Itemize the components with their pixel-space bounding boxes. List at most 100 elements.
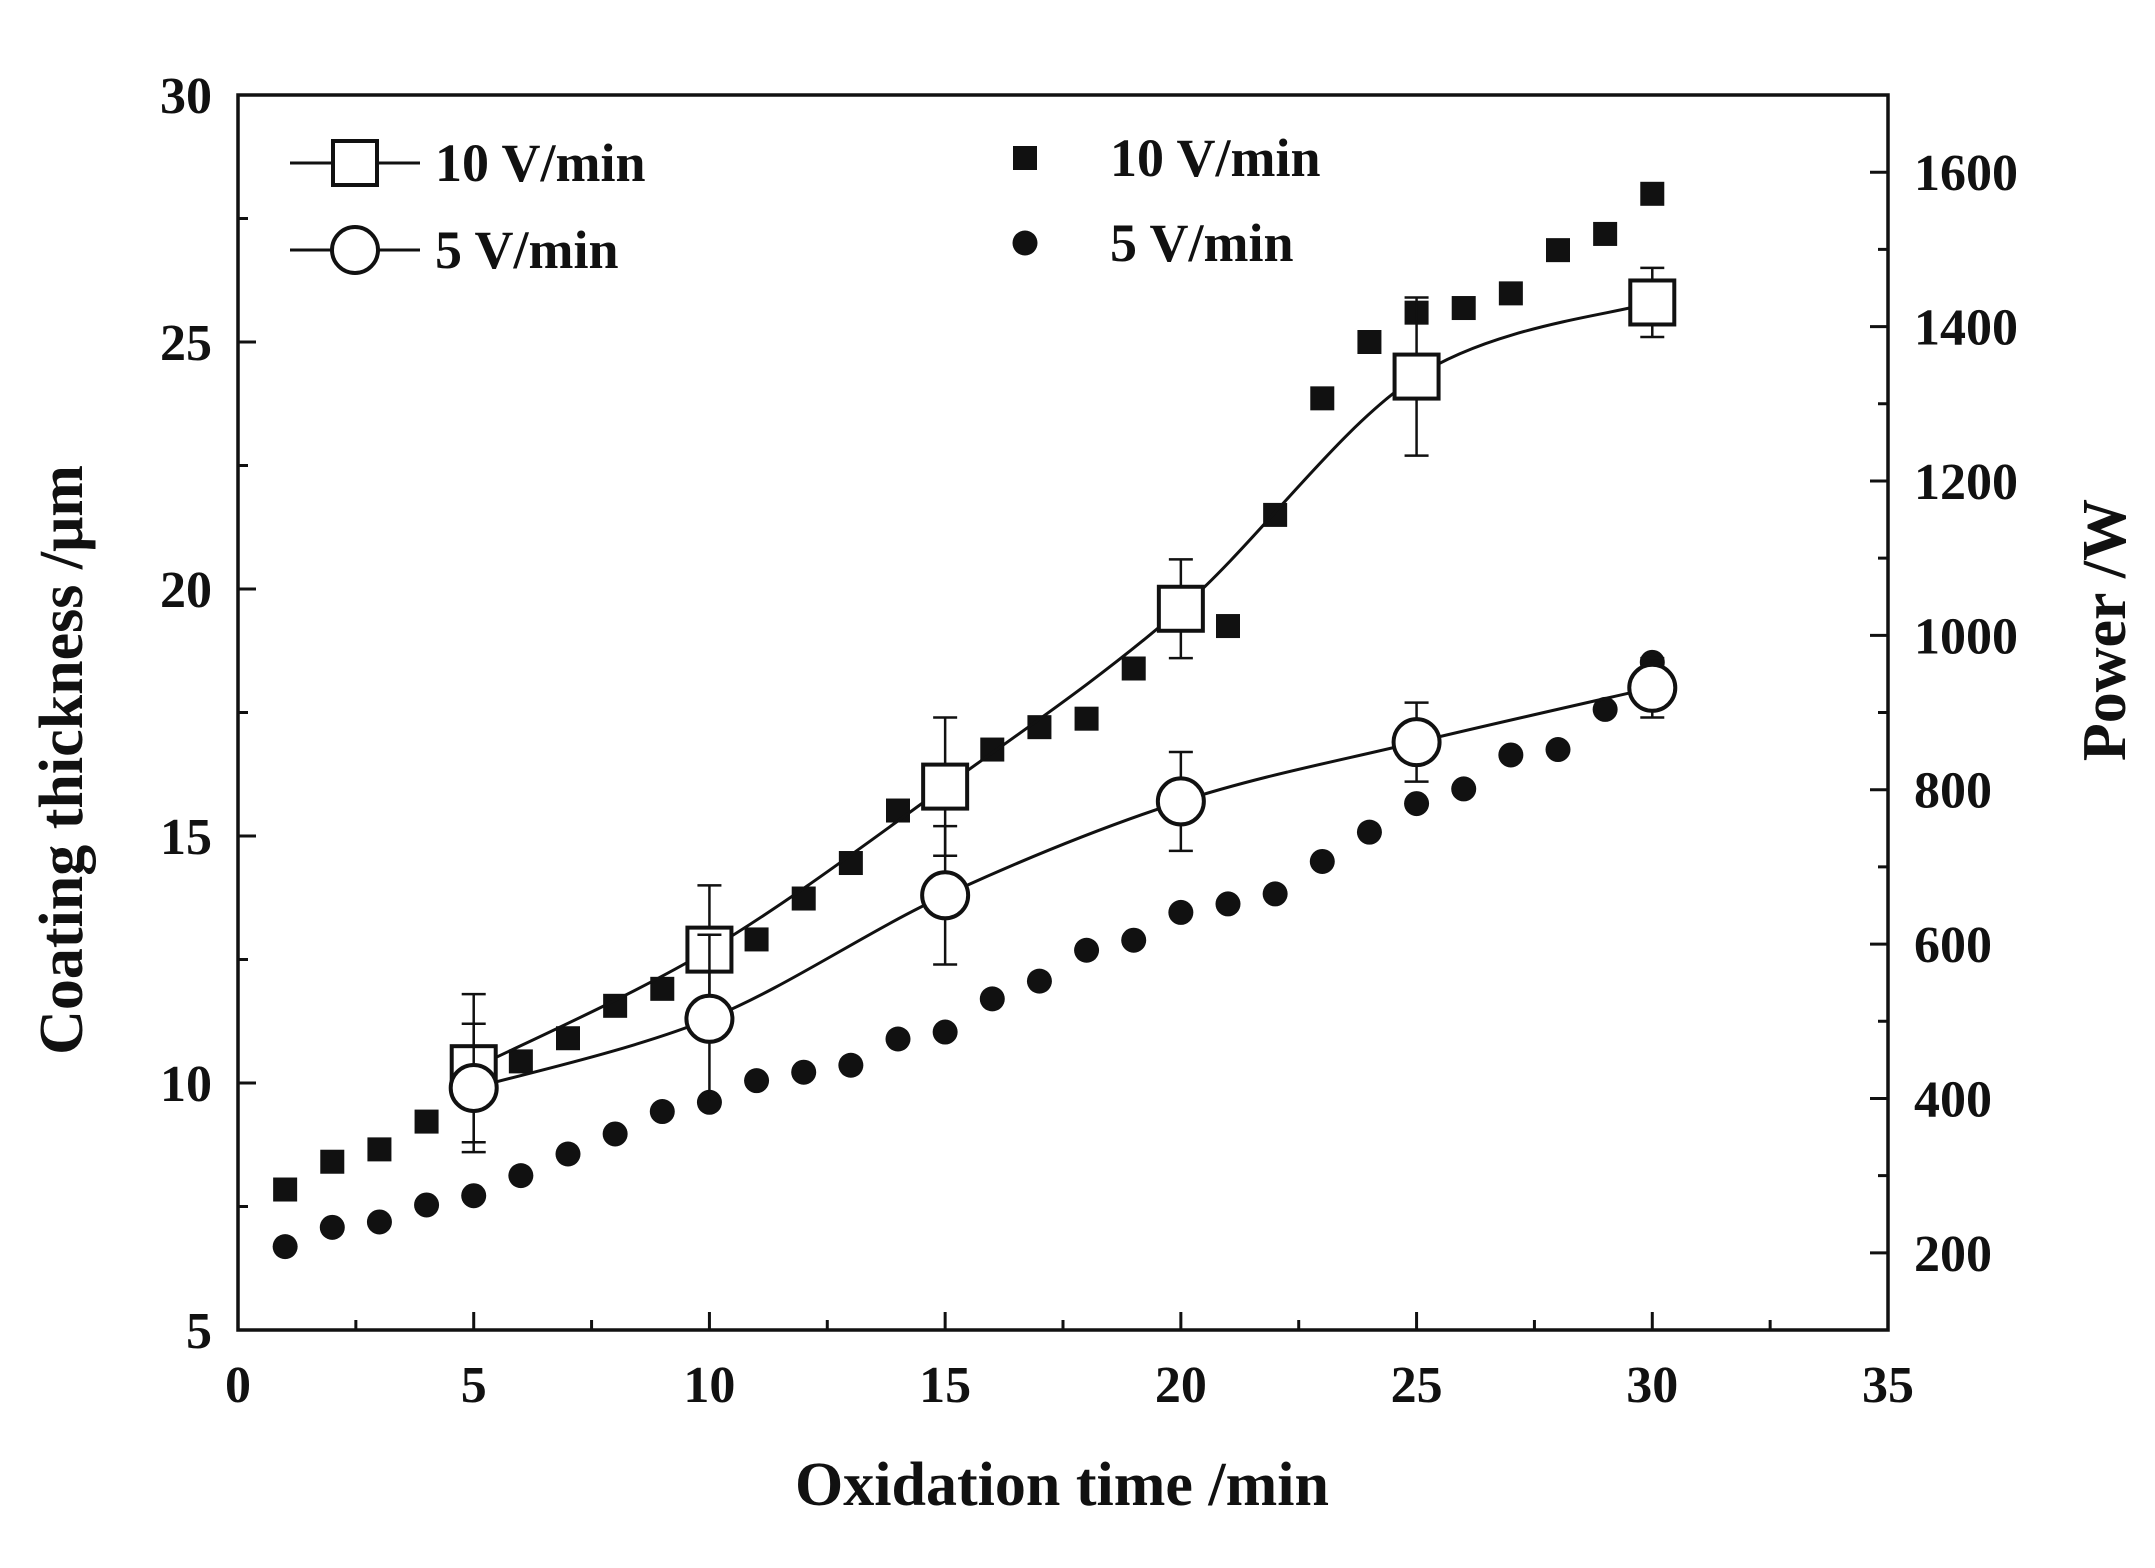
- legend-entry: 5 V/min: [290, 220, 619, 280]
- power-point-filled-circle: [1168, 899, 1194, 925]
- power-point-filled-square: [508, 1049, 533, 1074]
- power-point-filled-circle: [1262, 881, 1288, 907]
- thickness-point-open-circle: [448, 1062, 499, 1113]
- power-point-filled-square: [1121, 656, 1146, 681]
- x-tick-label: 35: [1862, 1357, 1914, 1414]
- power-point-filled-circle: [602, 1121, 628, 1147]
- thickness-point-open-square: [1156, 584, 1205, 633]
- y-left-tick-label: 15: [160, 809, 212, 866]
- power-point-filled-circle: [508, 1163, 534, 1189]
- power-point-filled-circle: [838, 1052, 864, 1078]
- power-point-filled-square: [1546, 238, 1570, 263]
- y-right-tick-label: 200: [1914, 1226, 1992, 1283]
- legend-label: 10 V/min: [1110, 128, 1321, 188]
- thickness-point-open-circle: [1627, 662, 1678, 713]
- legend-marker: [330, 225, 380, 275]
- y-axis-label-right: Power /W: [2071, 499, 2139, 761]
- power-point-filled-circle: [1451, 776, 1477, 802]
- y-right-tick-label: 1000: [1914, 608, 2018, 665]
- power-point-filled-square: [367, 1137, 392, 1162]
- power-point-filled-circle: [885, 1026, 911, 1052]
- thickness-point-open-circle: [920, 870, 971, 921]
- power-point-filled-square: [320, 1149, 345, 1174]
- power-point-filled-circle: [791, 1059, 817, 1085]
- legend-entry: 10 V/min: [1013, 128, 1321, 188]
- power-point-filled-circle: [744, 1068, 770, 1094]
- thickness-point-open-circle: [684, 993, 735, 1044]
- power-point-filled-circle: [366, 1209, 392, 1235]
- power-point-filled-circle: [319, 1214, 345, 1240]
- y-left-tick-label: 25: [160, 315, 212, 372]
- y-left-tick-label: 10: [160, 1056, 212, 1113]
- power-point-filled-circle: [1592, 696, 1618, 722]
- power-point-filled-square: [414, 1109, 439, 1134]
- power-point-filled-square: [744, 927, 769, 952]
- y-left-tick-label: 30: [160, 68, 212, 125]
- power-point-filled-circle: [461, 1183, 487, 1209]
- x-tick-label: 25: [1391, 1357, 1443, 1414]
- axes: 0 5 10 15 20 25 30 3551015202530200400600800100…: [160, 68, 2018, 1414]
- thickness-point-open-square: [1628, 278, 1677, 327]
- y-right-tick-label: 800: [1914, 763, 1992, 820]
- power-point-filled-circle: [1215, 891, 1241, 917]
- x-tick-label: 10: [683, 1357, 735, 1414]
- y-right-tick-label: 1600: [1914, 145, 2018, 202]
- power-point-filled-circle: [1121, 927, 1147, 953]
- y-right-tick-label: 400: [1914, 1071, 1992, 1128]
- legend-entry: 10 V/min: [290, 133, 646, 193]
- y-right-tick-label: 1400: [1914, 300, 2018, 357]
- legend-label: 5 V/min: [1110, 213, 1294, 273]
- power-point-filled-square: [886, 798, 910, 823]
- power-point-filled-square: [1593, 221, 1618, 246]
- y-left-tick-label: 20: [160, 562, 212, 619]
- y-right-tick-label: 600: [1914, 917, 1992, 974]
- legend-label: 10 V/min: [435, 133, 646, 193]
- power-point-filled-circle: [932, 1019, 958, 1045]
- x-tick-label: 0: [225, 1357, 251, 1414]
- legend-marker: [1012, 230, 1038, 256]
- x-axis-label: Oxidation time /min: [795, 1451, 1329, 1519]
- x-tick-label: 15: [919, 1357, 971, 1414]
- power-point-filled-circle: [649, 1099, 675, 1125]
- legend-label: 5 V/min: [435, 220, 619, 280]
- power-point-filled-circle: [1074, 937, 1100, 963]
- power-point-filled-square: [1074, 706, 1099, 731]
- legend-entry: 5 V/min: [1012, 213, 1294, 273]
- legend: 10 V/min 5 V/min 10 V/min 5 V/min: [290, 128, 1321, 280]
- power-point-filled-circle: [1026, 968, 1052, 994]
- power-point-filled-square: [273, 1177, 298, 1202]
- x-tick-label: 30: [1626, 1357, 1678, 1414]
- power-point-filled-square: [556, 1026, 580, 1051]
- power-point-filled-circle: [1545, 737, 1571, 763]
- thickness-point-open-square: [921, 762, 970, 811]
- y-left-tick-label: 5: [186, 1303, 212, 1360]
- power-point-filled-square: [1310, 386, 1335, 411]
- thickness-point-open-square: [1392, 352, 1441, 401]
- thickness-curve: [473, 686, 1653, 1090]
- thickness-point-open-circle: [1155, 776, 1206, 827]
- y-axis-label-left: Coating thickness /μm: [28, 465, 96, 1055]
- power-point-filled-square: [1357, 330, 1382, 354]
- plot-marks: [272, 181, 1678, 1260]
- power-point-filled-circle: [272, 1234, 298, 1260]
- power-point-filled-square: [1451, 296, 1476, 321]
- thickness-point-open-circle: [1391, 717, 1442, 768]
- power-point-filled-square: [791, 886, 816, 911]
- x-tick-label: 20: [1155, 1357, 1207, 1414]
- power-point-filled-circle: [979, 986, 1005, 1012]
- power-point-filled-circle: [414, 1192, 440, 1218]
- series-thickness-5vmin: [448, 656, 1678, 1154]
- legend-marker: [331, 139, 379, 187]
- legend-marker: [1013, 146, 1037, 170]
- power-point-filled-circle: [555, 1141, 581, 1167]
- power-point-filled-circle: [1356, 819, 1382, 845]
- power-point-filled-circle: [1498, 742, 1524, 768]
- x-tick-label: 5: [461, 1357, 487, 1414]
- y-right-tick-label: 1200: [1914, 454, 2018, 511]
- power-point-filled-circle: [1404, 791, 1430, 817]
- power-point-filled-circle: [1309, 848, 1335, 874]
- power-point-filled-square: [1640, 181, 1665, 206]
- power-point-filled-square: [1216, 614, 1240, 639]
